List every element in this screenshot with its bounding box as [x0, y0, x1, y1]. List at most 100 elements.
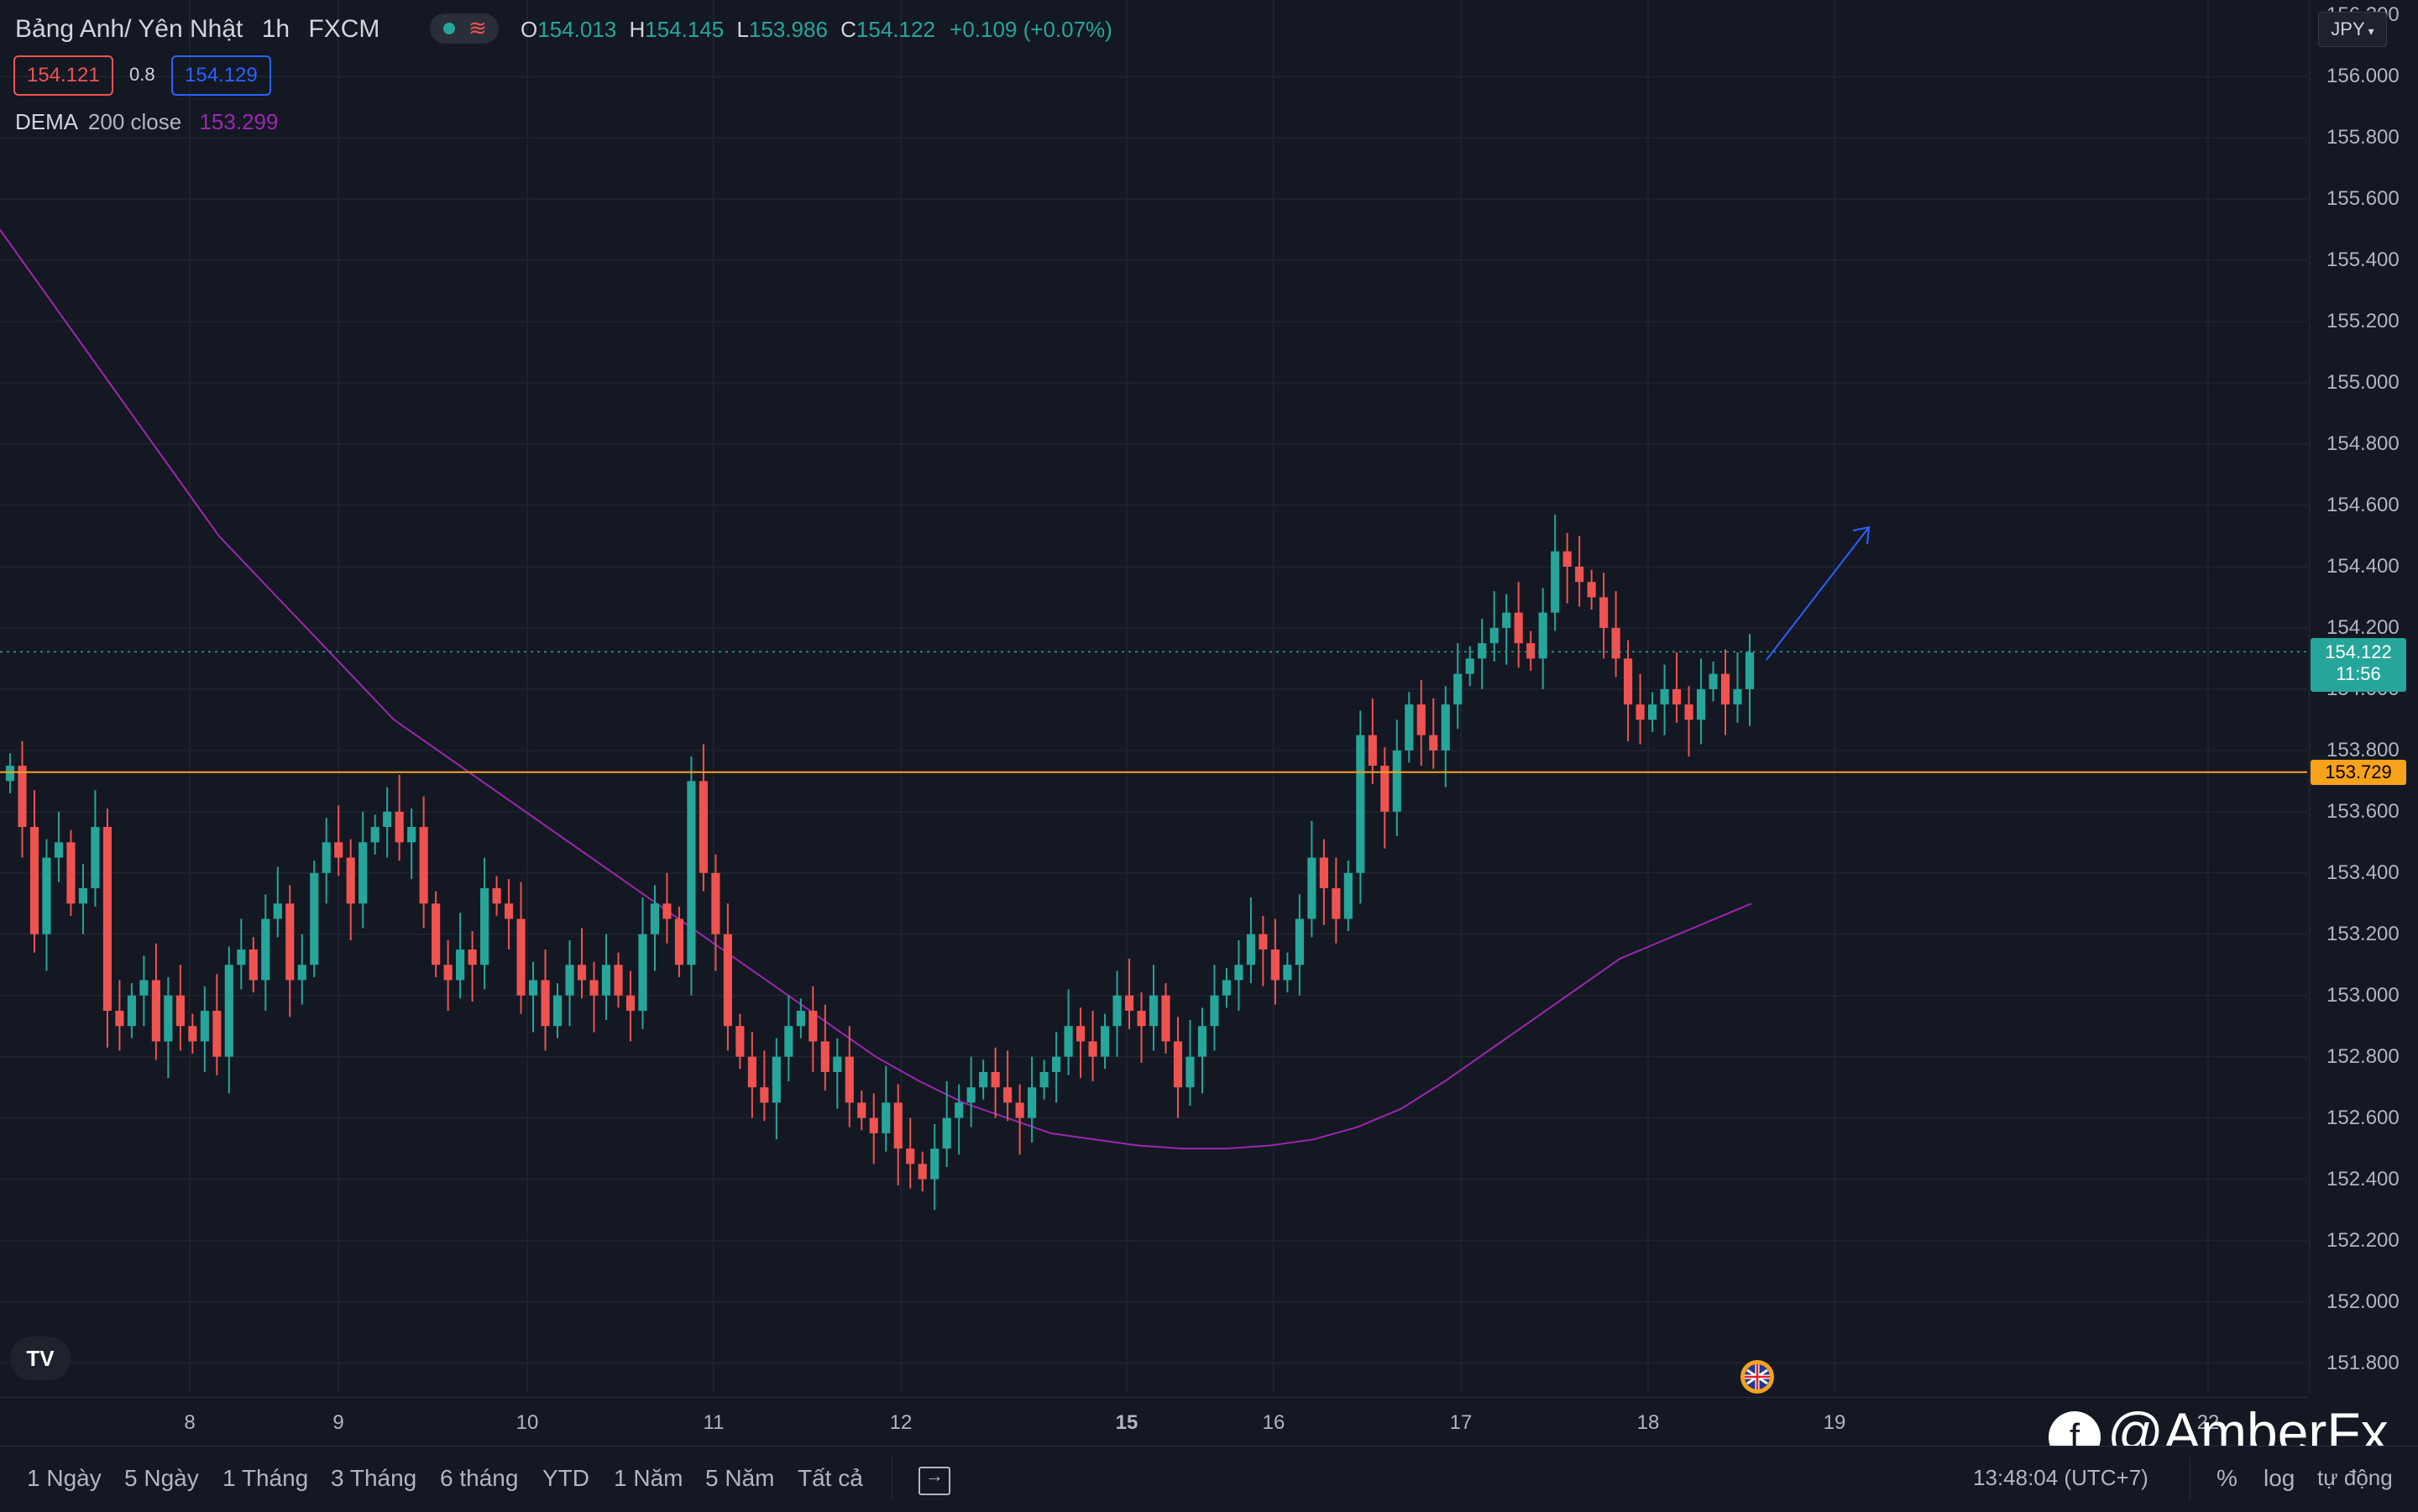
dema-line — [0, 229, 1752, 1150]
candle-body — [370, 827, 379, 843]
tradingview-logo[interactable]: TV — [10, 1337, 71, 1380]
indicator-params: 200 close — [87, 109, 182, 134]
date-range-icon[interactable]: → — [919, 1465, 950, 1495]
percent-toggle[interactable]: % — [2216, 1465, 2237, 1491]
currency-selector[interactable]: JPY ▾ — [2318, 12, 2387, 47]
candle — [1611, 591, 1620, 678]
log-toggle[interactable]: log — [2264, 1465, 2295, 1491]
candle-body — [1112, 995, 1122, 1027]
candle — [54, 811, 64, 882]
candle — [1648, 692, 1657, 732]
price-tick-label: 155.000 — [2326, 371, 2400, 395]
currency-label: JPY — [2331, 18, 2365, 39]
candle-body — [1562, 551, 1572, 567]
candle — [991, 1047, 1000, 1118]
candle-body — [164, 995, 173, 1042]
open-value: 154.013 — [537, 17, 617, 42]
candle — [1137, 992, 1146, 1063]
price-axis[interactable]: 156.200156.000155.800155.600155.400155.2… — [2309, 0, 2418, 1394]
candle-body — [432, 903, 441, 965]
candle — [1259, 915, 1268, 986]
candle-body — [1502, 612, 1511, 628]
price-chart[interactable] — [0, 0, 2307, 1394]
symbol-name[interactable]: Bảng Anh/ Yên Nhật — [15, 15, 243, 43]
tv-logo-icon: TV — [26, 1346, 55, 1371]
range-button[interactable]: 1 Tháng — [222, 1465, 309, 1491]
candle-body — [1720, 673, 1730, 705]
candle — [18, 740, 27, 858]
ohlc-legend: O154.013 H154.145 L153.986 C154.122 +0.1… — [521, 17, 1112, 43]
candle — [1149, 965, 1159, 1051]
candle-body — [1575, 566, 1584, 583]
range-button[interactable]: Tất cả — [798, 1465, 863, 1491]
candle-body — [1416, 704, 1426, 735]
candle-body — [541, 980, 550, 1027]
candle — [1696, 658, 1706, 745]
range-button[interactable]: 1 Ngày — [27, 1465, 102, 1491]
candle — [979, 1059, 988, 1100]
candle-body — [1356, 735, 1365, 873]
time-axis[interactable]: 8 9 10 11 12 15 16 17 18 19 22 — [0, 1397, 2307, 1445]
price-tick-label: 155.600 — [2326, 187, 2400, 211]
countdown-label: 11:56 — [2336, 663, 2381, 685]
candle-body — [29, 827, 39, 934]
market-status-pill[interactable]: ≋ — [430, 13, 499, 44]
flag-uk-icon[interactable] — [1740, 1360, 1774, 1394]
candle-body — [625, 995, 636, 1011]
candle — [577, 928, 587, 999]
candle — [893, 1084, 903, 1185]
buy-button[interactable]: 154.129 — [171, 55, 271, 96]
candle-body — [1489, 627, 1499, 644]
auto-toggle[interactable]: tự động — [2317, 1465, 2393, 1490]
candle — [772, 1038, 781, 1140]
candle-body — [395, 811, 404, 843]
candle-body — [1295, 918, 1304, 965]
range-button[interactable]: YTD — [542, 1465, 589, 1491]
candle-body — [407, 827, 416, 843]
range-button[interactable]: 3 Tháng — [331, 1465, 417, 1491]
range-button[interactable]: 5 Năm — [705, 1465, 775, 1491]
candle-body — [468, 949, 477, 965]
clock-label[interactable]: 13:48:04 (UTC+7) — [1973, 1465, 2148, 1490]
candle — [833, 1038, 842, 1109]
candle-body — [1015, 1102, 1024, 1118]
candle — [1624, 640, 1633, 741]
candle — [845, 1026, 854, 1127]
chart-area[interactable]: Bảng Anh/ Yên Nhật 1h FXCM ≋ O154.013 H1… — [0, 0, 2307, 1394]
candle-body — [1343, 872, 1353, 919]
candle — [869, 1093, 878, 1164]
range-button[interactable]: 6 tháng — [440, 1465, 519, 1491]
candle — [589, 961, 599, 1033]
candle-body — [747, 1056, 756, 1088]
spread-value: 0.8 — [129, 64, 155, 85]
candle-body — [151, 980, 160, 1042]
candle — [1392, 719, 1401, 836]
time-tick-label: 12 — [889, 1411, 913, 1434]
range-button[interactable]: 1 Năm — [614, 1465, 683, 1491]
hline-price-tag[interactable]: 153.729 — [2311, 759, 2406, 785]
candle-body — [1453, 673, 1463, 705]
candle-body — [5, 766, 15, 782]
candle-body — [687, 781, 696, 965]
candle — [1210, 965, 1219, 1051]
candle — [528, 961, 538, 1033]
interval-label[interactable]: 1h — [261, 15, 290, 43]
candle-body — [1709, 673, 1718, 689]
close-value: 154.122 — [856, 17, 935, 42]
candle — [760, 1050, 769, 1122]
sell-button[interactable]: 154.121 — [13, 55, 113, 96]
trend-arrow[interactable] — [1766, 526, 1871, 661]
range-button[interactable]: 5 Ngày — [124, 1465, 199, 1491]
candle — [1112, 971, 1122, 1057]
candle — [966, 1056, 976, 1127]
time-tick-label: 17 — [1449, 1411, 1473, 1434]
trend-arrow-line[interactable] — [1766, 526, 1870, 661]
candle-body — [1039, 1071, 1049, 1088]
candle — [650, 885, 660, 971]
symbol-legend[interactable]: Bảng Anh/ Yên Nhật 1h FXCM — [15, 15, 379, 44]
price-tick-label: 152.200 — [2326, 1228, 2400, 1252]
candle — [139, 955, 149, 1027]
low-value: 153.986 — [748, 17, 828, 42]
indicator-legend[interactable]: DEMA 200 close 153.299 — [15, 109, 278, 135]
candle-body — [1052, 1056, 1061, 1072]
